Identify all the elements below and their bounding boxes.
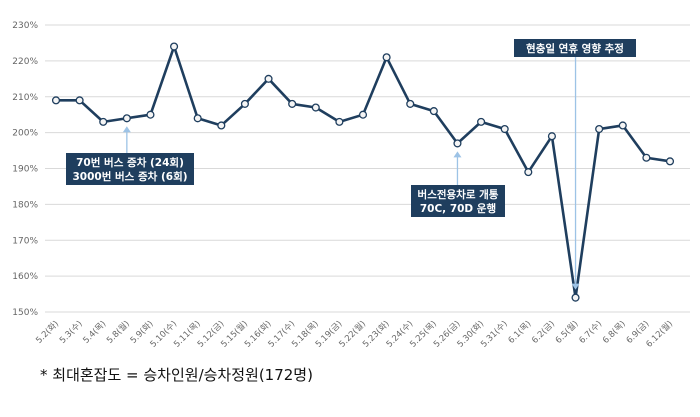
data-point bbox=[311, 103, 320, 112]
data-point bbox=[477, 117, 486, 126]
callout-arrow-head bbox=[122, 126, 131, 133]
data-point bbox=[382, 53, 391, 62]
x-tick-label: 6.1(목) bbox=[507, 319, 534, 346]
y-tick-label: 160% bbox=[12, 272, 38, 282]
data-point bbox=[500, 124, 509, 134]
x-tick-label: 6.7(수) bbox=[577, 319, 604, 346]
data-point bbox=[99, 117, 108, 126]
data-point bbox=[429, 107, 438, 116]
callout-text: 70번 버스 증차 (24회) bbox=[76, 156, 184, 169]
data-point bbox=[51, 96, 61, 105]
callout-box bbox=[66, 153, 194, 185]
callout-box bbox=[411, 185, 505, 217]
data-point bbox=[170, 42, 179, 51]
x-tick-label: 5.2(화) bbox=[34, 319, 61, 346]
y-tick-label: 230% bbox=[12, 21, 38, 31]
data-point bbox=[406, 99, 415, 108]
callout-text: 버스전용차로 개통 bbox=[418, 188, 499, 201]
callout-text: 현충일 연휴 영향 추정 bbox=[526, 42, 624, 55]
x-tick-label: 5.31(수) bbox=[479, 319, 510, 350]
y-tick-label: 200% bbox=[12, 129, 38, 139]
data-point bbox=[217, 121, 226, 130]
data-point bbox=[146, 110, 155, 119]
data-point bbox=[240, 99, 249, 108]
data-point bbox=[595, 124, 604, 134]
annotations: 70번 버스 증차 (24회)3000번 버스 증차 (6회) 버스전용차로 개통… bbox=[66, 39, 636, 290]
callout-text: 70C, 70D 운행 bbox=[420, 202, 496, 215]
y-tick-label: 220% bbox=[12, 57, 38, 67]
y-tick-label: 210% bbox=[12, 93, 38, 103]
x-tick-label: 5.8(월) bbox=[104, 318, 132, 346]
y-tick-label: 190% bbox=[12, 165, 38, 175]
x-tick-label: 5.3(수) bbox=[58, 319, 85, 346]
callout-arrow-head bbox=[453, 151, 462, 158]
x-tick-label: 6.5(월) bbox=[553, 318, 581, 346]
x-tick-label: 5.4(목) bbox=[81, 319, 108, 346]
data-point bbox=[524, 168, 533, 177]
x-tick-label: 6.2(금) bbox=[530, 319, 557, 346]
data-point bbox=[642, 153, 651, 162]
data-point bbox=[335, 117, 344, 126]
footnote: * 최대혼잡도 = 승차인원/승차정원(172명) bbox=[40, 366, 313, 384]
data-point bbox=[122, 114, 131, 123]
data-point bbox=[547, 132, 556, 141]
y-tick-label: 170% bbox=[12, 236, 38, 246]
data-point bbox=[288, 99, 297, 108]
data-point bbox=[665, 157, 675, 166]
data-point bbox=[264, 74, 273, 83]
data-point bbox=[618, 121, 627, 130]
callout-box bbox=[514, 39, 636, 57]
y-tick-label: 150% bbox=[12, 308, 38, 318]
y-tick-label: 180% bbox=[12, 200, 38, 210]
y-axis-tick-labels: 150% 160% 170% 180% 190% 200% 210% 220% 230% bbox=[12, 21, 38, 318]
data-point bbox=[571, 293, 580, 302]
data-point bbox=[358, 110, 368, 119]
line-chart: 150% 160% 170% 180% 190% 200% 210% 220% 230% 5.2… bbox=[12, 21, 690, 350]
x-tick-label: 6.8(목) bbox=[601, 319, 628, 346]
callout-text: 3000번 버스 증차 (6회) bbox=[72, 170, 187, 183]
data-points bbox=[51, 42, 675, 302]
data-point bbox=[193, 114, 202, 123]
data-point bbox=[453, 139, 462, 148]
x-axis-tick-labels: 5.2(화)5.3(수)5.4(목)5.8(월)5.9(화)5.10(수)5.1… bbox=[34, 318, 675, 349]
data-point bbox=[75, 96, 84, 105]
callout-arrow-head bbox=[571, 283, 580, 290]
